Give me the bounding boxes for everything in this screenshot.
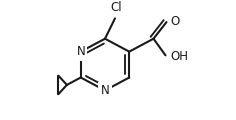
Text: N: N (101, 84, 109, 97)
Text: OH: OH (170, 50, 189, 63)
Text: Cl: Cl (110, 1, 122, 14)
Text: N: N (76, 45, 85, 58)
Text: O: O (170, 15, 180, 28)
